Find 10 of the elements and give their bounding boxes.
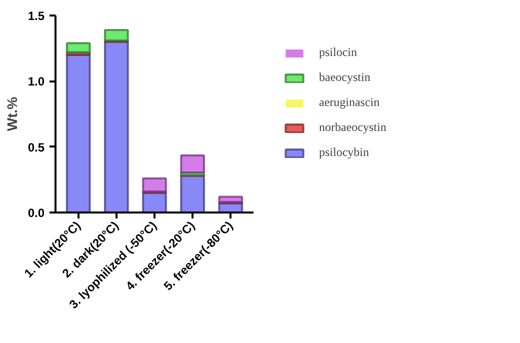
y-tick-label: 0.0	[28, 206, 45, 220]
legend-label: psilocybin	[319, 145, 369, 160]
y-tick-label: 0.5	[28, 140, 45, 154]
y-axis-title: Wt.%	[4, 96, 20, 132]
legend-label: baeocystin	[319, 70, 370, 85]
y-tick-label: 1.0	[28, 74, 45, 89]
legend-label: aeruginascin	[319, 95, 380, 110]
legend-label: psilocin	[319, 45, 357, 60]
legend-label: norbaeocystin	[319, 120, 386, 135]
y-tick-label: 1.5	[28, 9, 45, 23]
